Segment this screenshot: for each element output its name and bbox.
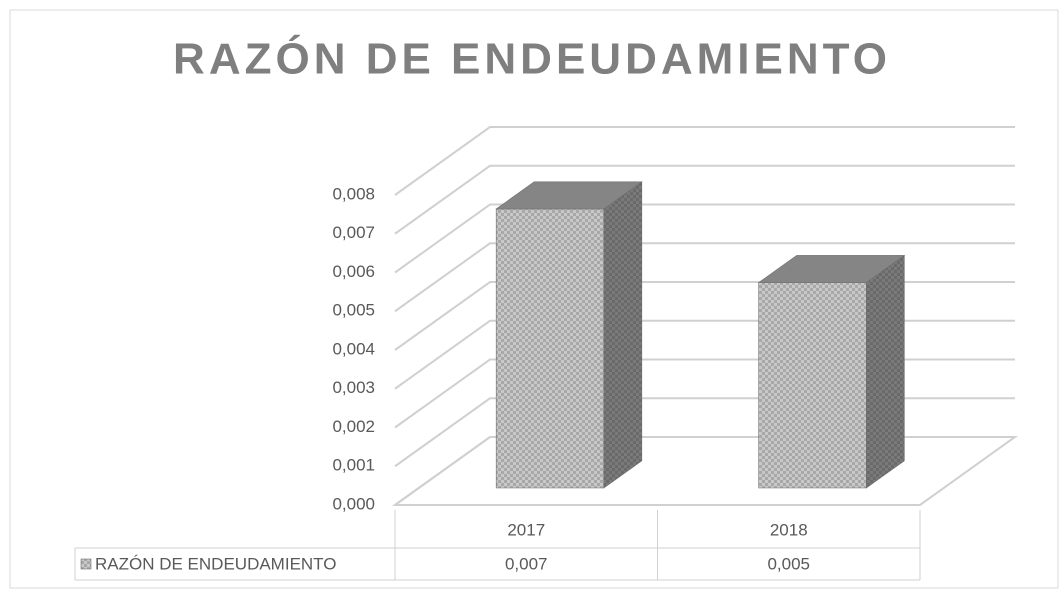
grid-line [394, 203, 1015, 274]
y-tick-label: 0,002 [332, 417, 375, 436]
y-tick-label: 0,008 [332, 184, 375, 203]
data-label: 0,007 [505, 554, 548, 573]
bar-top [495, 181, 643, 210]
bar-top [757, 255, 906, 283]
y-tick-label: 0,006 [332, 262, 375, 281]
chart-title: RAZÓN DE ENDEUDAMIENTO [173, 34, 891, 84]
x-tick-label: 2017 [507, 520, 545, 539]
bar [495, 181, 643, 489]
floor [391, 436, 1019, 506]
grid-line [394, 164, 1015, 235]
bar-side [603, 181, 643, 489]
grid-line [394, 242, 1015, 313]
bar-front [758, 282, 867, 489]
x-tick-label: 2018 [770, 520, 808, 539]
bar-front [495, 208, 605, 489]
data-label: 0,005 [767, 554, 810, 573]
y-tick-label: 0,007 [332, 223, 375, 242]
bar-side [866, 254, 905, 489]
y-tick-label: 0,003 [332, 378, 375, 397]
bar [757, 254, 906, 489]
y-tick-label: 0,001 [332, 456, 375, 475]
legend-label: RAZÓN DE ENDEUDAMIENTO [95, 554, 337, 573]
y-tick-label: 0,000 [332, 494, 375, 513]
grid-line [394, 126, 1015, 196]
y-tick-label: 0,005 [332, 301, 375, 320]
legend-key [80, 558, 92, 570]
y-tick-label: 0,004 [332, 339, 375, 358]
